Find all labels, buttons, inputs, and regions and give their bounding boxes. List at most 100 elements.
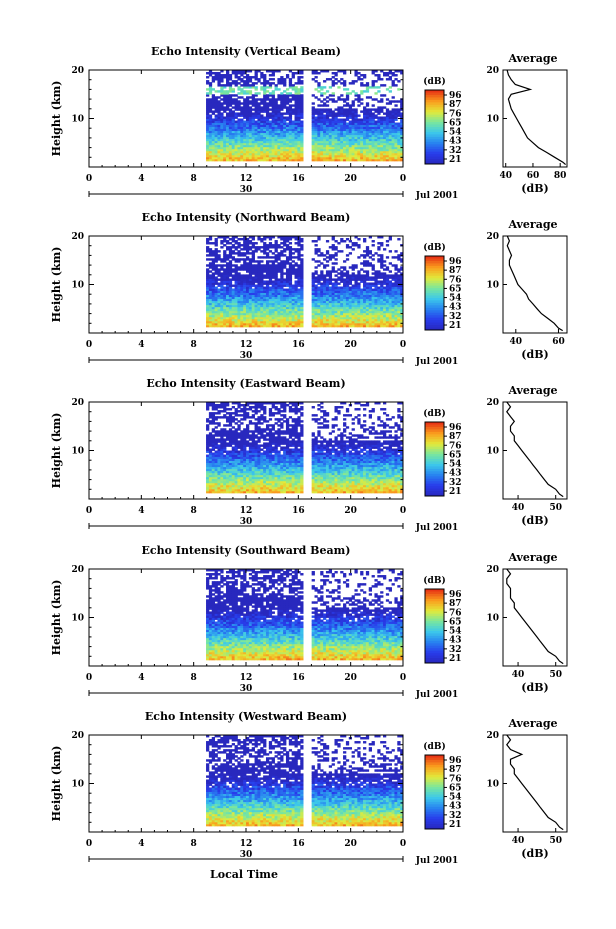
heatmap-cell [297, 144, 301, 148]
heatmap-cell [394, 312, 398, 316]
heatmap-cell [385, 310, 390, 314]
heatmap-cell [348, 158, 353, 162]
colorbar-segment [425, 275, 444, 279]
heatmap-cell [374, 320, 378, 324]
heatmap-cell [400, 294, 404, 298]
heatmap-cell [206, 102, 210, 105]
colorbar-segment [425, 156, 444, 160]
heatmap-cell [351, 320, 355, 324]
heatmap-cell [331, 318, 335, 322]
heatmap-cell [285, 256, 290, 259]
heatmap-cell [337, 154, 341, 158]
heatmap-cell [228, 102, 233, 105]
heatmap-cell [283, 294, 287, 298]
heatmap-cell [220, 264, 224, 267]
heatmap-cell [220, 92, 224, 95]
colorbar-segment [425, 109, 444, 113]
heatmap-cell [263, 316, 267, 320]
heatmap-cell [334, 156, 338, 160]
heatmap-cell [217, 258, 221, 261]
heatmap-cell [214, 136, 218, 140]
heatmap-cell [328, 142, 333, 146]
heatmap-cell [320, 126, 324, 129]
heatmap-cell [260, 240, 264, 243]
heatmap-cell [317, 282, 321, 285]
heatmap-cell [374, 322, 378, 326]
heatmap-cell [277, 116, 281, 119]
heatmap-cell [391, 256, 395, 259]
heatmap-cell [360, 122, 364, 125]
heatmap-cell [380, 158, 384, 162]
heatmap-cell [248, 308, 253, 312]
heatmap-cell [360, 118, 364, 121]
heatmap-cell [234, 76, 238, 79]
heatmap-cell [354, 242, 358, 245]
heatmap-cell [397, 134, 401, 138]
heatmap-cell [334, 124, 338, 127]
heatmap-cell [211, 272, 215, 275]
heatmap-cell [283, 152, 287, 156]
heatmap-cell [400, 158, 404, 162]
heatmap-cell [234, 140, 238, 144]
heatmap-cell [377, 116, 381, 119]
heatmap-cell [314, 240, 318, 243]
heatmap-cell [265, 256, 270, 259]
heatmap-cell [340, 250, 344, 253]
heatmap-cell [320, 118, 324, 121]
heatmap-cell [265, 276, 270, 279]
heatmap-cell [360, 132, 364, 136]
heatmap-cell [234, 302, 238, 306]
heatmap-cell [394, 278, 398, 281]
heatmap-cell [214, 470, 218, 474]
heatmap-cell [237, 316, 241, 320]
heatmap-cell [263, 94, 267, 97]
heatmap-cell [257, 120, 261, 123]
heatmap-cell [280, 260, 284, 263]
heatmap-cell [260, 270, 264, 273]
heatmap-cell [363, 134, 367, 138]
heatmap-cell [323, 266, 327, 269]
heatmap-cell [248, 136, 253, 140]
heatmap-cell [320, 146, 324, 150]
heatmap-cell [385, 316, 390, 320]
heatmap-cell [223, 258, 227, 261]
heatmap-cell [220, 116, 224, 119]
heatmap-cell [234, 322, 238, 326]
heatmap-cell [257, 266, 261, 269]
heatmap-cell [243, 298, 247, 302]
heatmap-cell [291, 248, 295, 251]
heatmap-cell [331, 302, 335, 306]
heatmap-cell [251, 278, 255, 281]
heatmap-cell [300, 96, 304, 99]
heatmap-cell [357, 318, 361, 322]
heatmap-cell [288, 238, 293, 241]
colorbar-segment [425, 144, 444, 148]
heatmap-cell [357, 310, 361, 314]
heatmap-cell [385, 78, 390, 81]
heatmap-cell [300, 142, 304, 146]
heatmap-cell [334, 140, 338, 144]
colorbar-segment [425, 114, 444, 118]
heatmap-cell [328, 128, 333, 132]
heatmap-cell [214, 312, 218, 316]
heatmap-cell [206, 258, 210, 261]
heatmap-cell [246, 140, 250, 144]
heatmap-cell [217, 282, 221, 285]
heatmap-cell [234, 236, 238, 239]
heatmap-cell [220, 240, 224, 243]
heatmap-cell [246, 304, 250, 308]
heatmap-cell [297, 300, 301, 304]
heatmap-cell [274, 156, 278, 160]
heatmap-cell [291, 128, 295, 132]
heatmap-cell [265, 284, 270, 287]
heatmap-cell [343, 320, 347, 324]
heatmap-cell [237, 156, 241, 160]
heatmap-cell [388, 134, 392, 138]
heatmap-cell [280, 94, 284, 97]
heatmap-cell [351, 304, 355, 308]
heatmap-cell [277, 80, 281, 83]
heatmap-cell [314, 300, 318, 304]
heatmap-cell [371, 118, 375, 121]
heatmap-cell [214, 304, 218, 308]
heatmap-cell [226, 290, 230, 293]
